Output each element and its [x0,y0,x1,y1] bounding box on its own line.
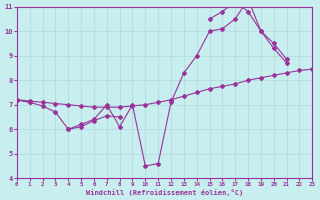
X-axis label: Windchill (Refroidissement éolien,°C): Windchill (Refroidissement éolien,°C) [86,189,243,196]
